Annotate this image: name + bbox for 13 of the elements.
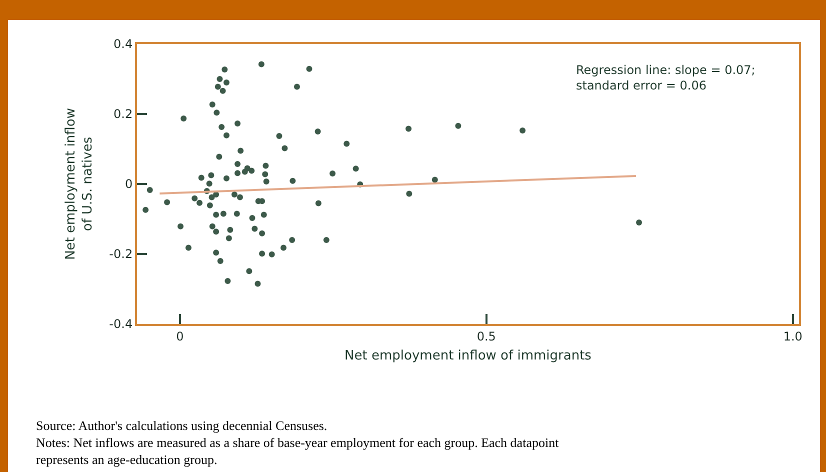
y-tick-label: 0.2 [114,107,133,122]
x-tick-label: 1.0 [783,329,802,344]
y-axis-title: Net employment inflow of U.S. natives [64,108,96,260]
x-axis-title: Net employment inflow of immigrants [344,348,592,364]
y-tick-label: 0 [124,177,133,192]
source-note: Source: Author's calculations using decennial Censuses. [36,418,328,433]
y-tick-label: -0.2 [109,247,133,262]
x-tick-label: 0 [176,329,184,344]
y-tick-label: 0.4 [114,37,133,52]
x-tick-label: 0.5 [476,329,496,344]
annotation: Regression line: slope = 0.07; standard error = 0.06 [576,63,756,93]
text: Notes: Net inflows are measured as a share of base-year employment for each group. Each datapoint represents an age-education group. [36,435,560,467]
y-tick-label: -0.4 [109,317,133,332]
